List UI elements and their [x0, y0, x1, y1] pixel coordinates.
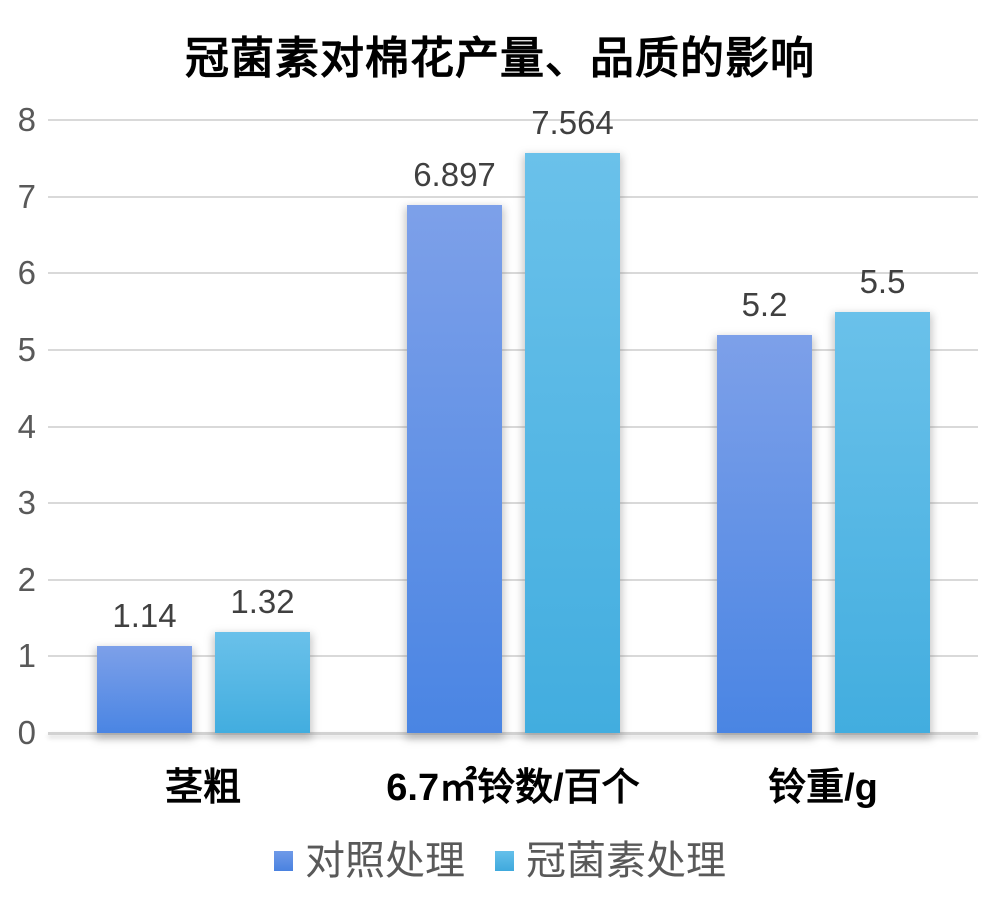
bar-冠菌素处理-6.7㎡铃数/百个	[525, 153, 620, 733]
y-tick-label: 2	[17, 560, 36, 598]
legend-swatch-icon	[495, 851, 514, 871]
data-label: 6.897	[413, 155, 496, 193]
legend-item-冠菌素处理: 冠菌素处理	[495, 838, 726, 884]
y-tick-label: 8	[17, 101, 36, 138]
gridline	[48, 348, 978, 351]
data-label: 1.14	[112, 596, 177, 634]
gridline	[48, 119, 978, 121]
legend-swatch-icon	[274, 851, 293, 871]
gridline	[48, 578, 978, 581]
y-tick-label: 1	[17, 637, 36, 675]
y-tick-label: 7	[17, 177, 36, 215]
category-label: 铃重/g	[768, 767, 878, 809]
legend-label: 冠菌素处理	[526, 839, 726, 883]
gridline	[48, 425, 978, 428]
bar-冠菌素处理-茎粗	[215, 631, 310, 733]
gridline	[48, 272, 978, 275]
bar-冠菌素处理-铃重/g	[835, 311, 930, 733]
chart-title: 冠菌素对棉花产量、品质的影响	[185, 34, 815, 83]
y-tick-label: 5	[17, 330, 36, 368]
data-label: 7.564	[531, 104, 614, 142]
bar-对照处理-铃重/g	[717, 334, 812, 733]
data-label: 5.2	[741, 285, 788, 323]
category-label: 6.7㎡铃数/百个	[386, 767, 640, 809]
bar-对照处理-茎粗	[97, 645, 192, 733]
y-tick-label: 0	[17, 714, 36, 751]
x-axis-line	[48, 732, 978, 735]
legend-item-对照处理: 对照处理	[274, 838, 465, 884]
data-label: 1.32	[230, 582, 295, 620]
gridline	[48, 195, 978, 198]
y-tick-label: 4	[17, 407, 36, 445]
gridline	[48, 502, 978, 505]
gridline	[48, 655, 978, 658]
bar-对照处理-6.7㎡铃数/百个	[407, 204, 502, 733]
data-label: 5.5	[859, 262, 906, 300]
legend: 对照处理 冠菌素处理	[0, 838, 1000, 884]
legend-label: 对照处理	[305, 839, 465, 883]
y-tick-label: 6	[17, 254, 36, 292]
y-tick-label: 3	[17, 484, 36, 522]
category-label: 茎粗	[164, 767, 241, 809]
plot-area: 0 1 2 3 4 5 6 7 8 1.14 6.897 5.2 1.32 7.564 5.5	[18, 102, 978, 751]
